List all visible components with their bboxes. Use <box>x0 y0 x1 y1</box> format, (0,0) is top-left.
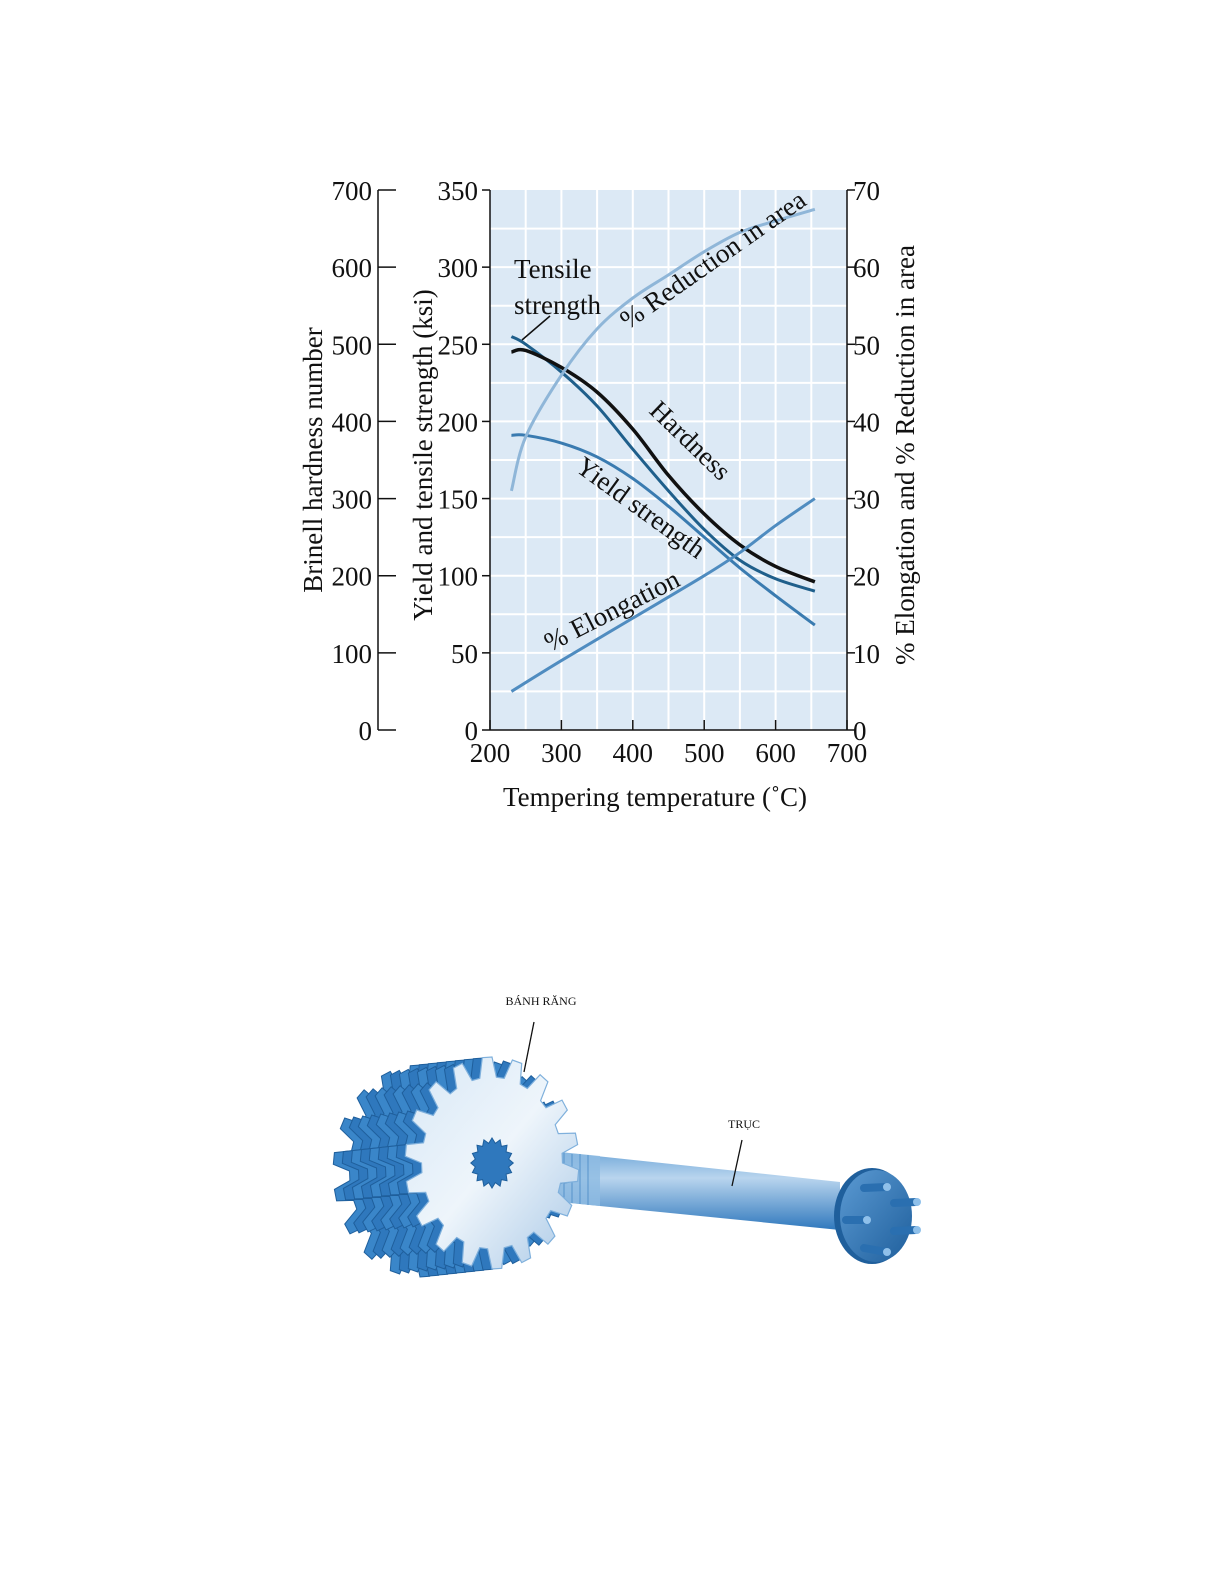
x-tick-label: 400 <box>613 738 654 768</box>
brinell-tick-label: 600 <box>332 253 373 283</box>
axes <box>377 189 855 731</box>
grid <box>490 190 847 730</box>
percent-tick-label: 50 <box>853 330 880 360</box>
series <box>509 207 816 693</box>
brinell-tick-label: 400 <box>332 407 373 437</box>
brinell-tick-label: 0 <box>359 716 373 746</box>
percent-axis-title: % Elongation and % Reduction in area <box>890 245 920 665</box>
strength-tick-label: 0 <box>465 716 479 746</box>
strength-tick-label: 50 <box>451 639 478 669</box>
percent-tick-label: 20 <box>853 562 880 592</box>
x-tick-label: 300 <box>541 738 582 768</box>
brinell-tick-label: 500 <box>332 330 373 360</box>
brinell-tick-label: 700 <box>332 176 373 206</box>
tempering-chart: 200 300 400 500 600 7000501001502002503003500… <box>298 176 920 812</box>
tick-labels: 200 300 400 500 600 7000501001502002503003500… <box>332 176 881 768</box>
gear-leader <box>523 1021 535 1073</box>
brinell-axis-title: Brinell hardness number <box>298 327 328 592</box>
gear <box>332 1056 580 1278</box>
strength-tick-label: 150 <box>438 485 479 515</box>
brinell-tick-label: 100 <box>332 639 373 669</box>
percent-tick-label: 40 <box>853 407 880 437</box>
strength-axis-title: Yield and tensile strength (ksi) <box>408 289 438 620</box>
series-yield-strength-line <box>511 433 816 627</box>
flange <box>834 1168 921 1264</box>
x-axis-title: Tempering temperature (˚C) <box>503 782 807 812</box>
percent-tick-label: 0 <box>853 716 867 746</box>
percent-tick-label: 30 <box>853 485 880 515</box>
series-elongation-line <box>510 497 816 693</box>
x-tick-label: 700 <box>827 738 868 768</box>
shaft-label: TRỤC <box>728 1117 760 1131</box>
x-tick-label: 200 <box>470 738 511 768</box>
series-hardness-line <box>510 347 816 584</box>
shaft-leader <box>731 1139 743 1187</box>
strength-tick-label: 100 <box>438 562 479 592</box>
percent-tick-label: 70 <box>853 176 880 206</box>
strength-tick-label: 350 <box>438 176 479 206</box>
tensile-leader <box>521 315 551 341</box>
brinell-tick-label: 300 <box>332 485 373 515</box>
strength-tick-label: 200 <box>438 407 479 437</box>
x-tick-label: 500 <box>684 738 725 768</box>
series-reduction-in-area-line <box>509 207 816 492</box>
x-tick-label: 600 <box>755 738 796 768</box>
tensile-strength-label: Tensile strength <box>514 254 601 320</box>
brinell-tick-label: 200 <box>332 562 373 592</box>
percent-tick-label: 60 <box>853 253 880 283</box>
gear-label: BÁNH RĂNG <box>505 994 576 1008</box>
shaft <box>540 1150 840 1230</box>
strength-tick-label: 250 <box>438 330 479 360</box>
strength-tick-label: 300 <box>438 253 479 283</box>
percent-tick-label: 10 <box>853 639 880 669</box>
